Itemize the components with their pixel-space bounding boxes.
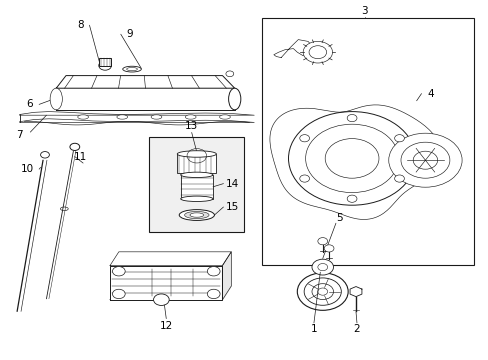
Text: 8: 8 <box>77 20 84 30</box>
Circle shape <box>346 114 356 122</box>
Text: 1: 1 <box>310 324 317 334</box>
Circle shape <box>346 195 356 202</box>
Polygon shape <box>56 88 234 110</box>
Polygon shape <box>20 112 254 122</box>
Circle shape <box>303 41 332 63</box>
Text: 9: 9 <box>126 29 133 39</box>
Ellipse shape <box>180 196 212 202</box>
Circle shape <box>225 71 233 77</box>
Text: 2: 2 <box>353 324 360 334</box>
Bar <box>261 18 473 265</box>
Ellipse shape <box>185 115 196 119</box>
Text: 4: 4 <box>426 89 433 99</box>
Text: 11: 11 <box>74 152 87 162</box>
Ellipse shape <box>228 88 240 110</box>
Bar <box>180 175 212 199</box>
Circle shape <box>299 135 309 142</box>
Bar <box>99 58 111 66</box>
Text: 7: 7 <box>16 130 23 140</box>
Ellipse shape <box>180 172 212 177</box>
Circle shape <box>99 61 111 70</box>
Polygon shape <box>110 286 231 300</box>
Circle shape <box>207 266 220 276</box>
Polygon shape <box>110 266 222 300</box>
Text: 6: 6 <box>26 99 33 109</box>
Circle shape <box>153 294 169 305</box>
Polygon shape <box>56 76 234 88</box>
Bar <box>149 137 244 232</box>
Bar <box>177 154 216 173</box>
Ellipse shape <box>50 88 62 110</box>
Ellipse shape <box>78 115 88 119</box>
Circle shape <box>311 259 333 275</box>
Ellipse shape <box>117 115 127 119</box>
Text: 15: 15 <box>225 202 239 212</box>
Ellipse shape <box>189 213 203 217</box>
Text: 14: 14 <box>225 179 239 189</box>
Circle shape <box>388 133 461 187</box>
Ellipse shape <box>179 210 214 220</box>
Text: 12: 12 <box>159 321 173 331</box>
Circle shape <box>324 245 333 252</box>
Polygon shape <box>110 252 231 266</box>
Ellipse shape <box>151 115 162 119</box>
Ellipse shape <box>177 151 216 157</box>
Ellipse shape <box>184 211 208 219</box>
Circle shape <box>112 289 125 299</box>
Polygon shape <box>222 252 231 300</box>
Text: 3: 3 <box>361 6 367 16</box>
Circle shape <box>317 238 327 245</box>
Circle shape <box>394 175 404 182</box>
Ellipse shape <box>122 66 141 72</box>
Circle shape <box>394 135 404 142</box>
Ellipse shape <box>219 115 230 119</box>
Circle shape <box>207 289 220 299</box>
Polygon shape <box>273 40 312 58</box>
Polygon shape <box>349 287 361 297</box>
Text: 10: 10 <box>20 164 33 174</box>
Bar <box>261 18 473 265</box>
Circle shape <box>112 266 125 276</box>
Polygon shape <box>269 105 439 220</box>
Text: 13: 13 <box>184 121 198 131</box>
Circle shape <box>297 273 347 310</box>
Text: 5: 5 <box>336 213 343 223</box>
Circle shape <box>299 175 309 182</box>
